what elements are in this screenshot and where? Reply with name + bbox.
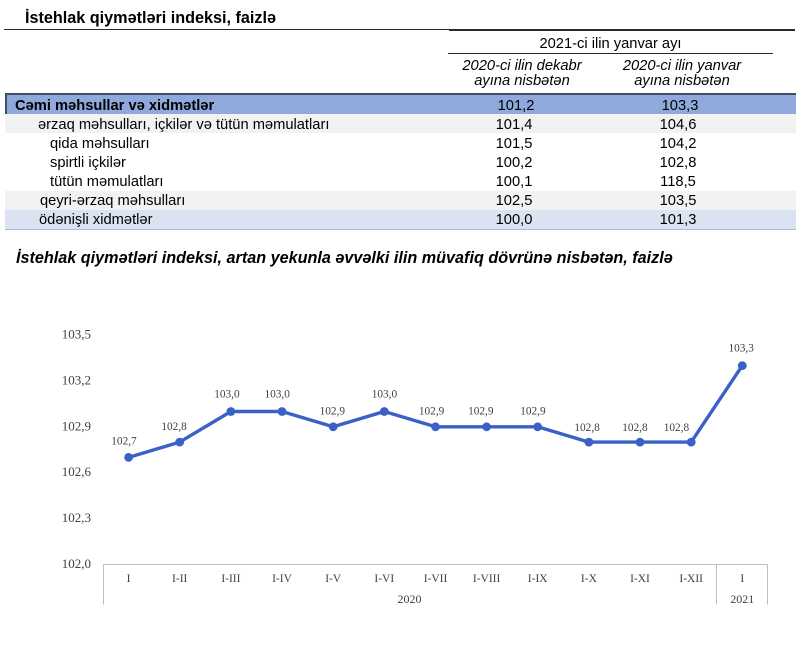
svg-text:103,0: 103,0 [372, 388, 398, 400]
svg-text:103,5: 103,5 [62, 327, 91, 342]
svg-text:2021: 2021 [730, 592, 754, 606]
svg-text:102,9: 102,9 [468, 406, 494, 418]
svg-text:102,9: 102,9 [419, 406, 445, 418]
svg-text:I-IV: I-IV [272, 573, 292, 585]
svg-text:I-X: I-X [581, 573, 598, 585]
svg-text:102,8: 102,8 [664, 422, 690, 434]
svg-text:I-VI: I-VI [374, 573, 394, 585]
svg-text:102,0: 102,0 [62, 556, 91, 571]
svg-text:I: I [740, 573, 744, 585]
svg-text:102,8: 102,8 [622, 422, 648, 434]
svg-text:102,9: 102,9 [320, 406, 346, 418]
svg-text:103,2: 103,2 [62, 372, 91, 387]
svg-text:I-III: I-III [221, 573, 240, 585]
svg-text:I-XII: I-XII [679, 573, 703, 585]
svg-text:102,8: 102,8 [574, 422, 600, 434]
svg-text:I-VII: I-VII [424, 573, 448, 585]
svg-text:I-XI: I-XI [630, 573, 650, 585]
svg-text:I: I [127, 573, 131, 585]
svg-text:102,7: 102,7 [111, 436, 137, 448]
svg-text:I-V: I-V [325, 573, 342, 585]
svg-text:I-VIII: I-VIII [473, 573, 501, 585]
svg-text:102,3: 102,3 [62, 510, 91, 525]
svg-text:102,6: 102,6 [62, 464, 92, 479]
svg-text:102,9: 102,9 [520, 406, 546, 418]
svg-text:I-IX: I-IX [528, 573, 548, 585]
svg-text:102,8: 102,8 [161, 421, 187, 433]
svg-text:103,0: 103,0 [264, 388, 290, 400]
svg-text:103,0: 103,0 [214, 388, 240, 400]
svg-text:I-II: I-II [172, 573, 187, 585]
svg-text:2020: 2020 [398, 592, 422, 606]
svg-text:103,3: 103,3 [728, 342, 754, 354]
svg-text:102,9: 102,9 [62, 418, 91, 433]
